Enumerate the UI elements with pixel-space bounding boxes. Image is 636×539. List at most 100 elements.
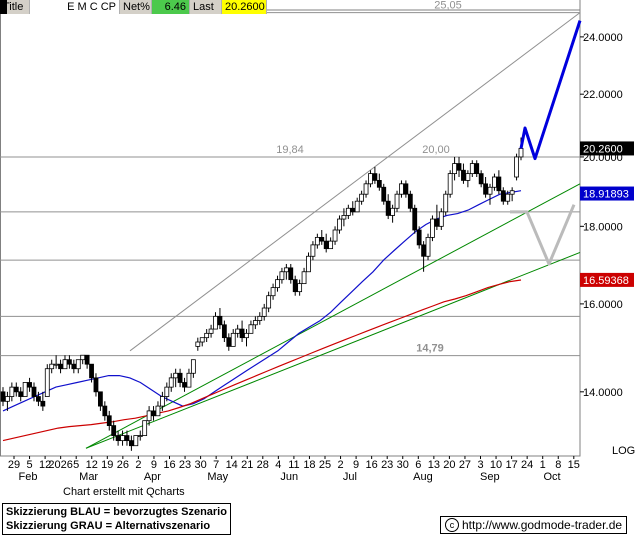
moving-average-line: [2, 279, 522, 442]
candle-body: [354, 200, 360, 213]
x-tick-label: 10: [490, 459, 502, 471]
candle-body: [5, 396, 10, 402]
y-tick-label: 22.0000: [583, 89, 623, 101]
candle-body: [323, 240, 329, 250]
x-tick-label: 2: [337, 459, 343, 471]
candle-body: [266, 295, 272, 309]
x-tick-label: 16: [163, 459, 175, 471]
candle-body: [500, 190, 506, 202]
price-labels: 20.2600 18.91893 16.59368: [580, 141, 634, 287]
candle-body: [456, 163, 462, 171]
price-label-text: 20.2600: [583, 143, 623, 155]
candle-body: [319, 236, 325, 242]
candle-body: [288, 267, 294, 281]
candle-body: [93, 377, 99, 393]
x-tick-label: 12: [86, 459, 98, 471]
x-tick-label: 9: [353, 459, 359, 471]
month-label: Apr: [144, 471, 161, 483]
candle-body: [204, 332, 210, 339]
candle-body: [0, 391, 6, 402]
x-tick-label: 28: [257, 459, 269, 471]
candle-body: [53, 363, 59, 366]
candle-body: [363, 183, 369, 195]
candle-body: [137, 435, 143, 437]
candle-body: [142, 420, 148, 436]
x-tick-label: 3: [477, 459, 483, 471]
level-label: 20,00: [422, 144, 450, 156]
candle-body: [492, 176, 497, 188]
y-tick-label: 16.0000: [583, 299, 623, 311]
candle-body: [31, 386, 37, 397]
x-tick-label: 5: [26, 459, 32, 471]
candle-body: [164, 386, 170, 397]
net-percent-value: 6.46: [152, 0, 190, 14]
candle-body: [430, 218, 435, 238]
x-tick-label: 14: [226, 459, 238, 471]
candle-body: [359, 193, 365, 202]
candle-body: [49, 363, 55, 370]
x-tick-label: 11: [288, 459, 299, 471]
month-label: Jun: [280, 471, 298, 483]
x-tick-label: 26: [117, 459, 129, 471]
candle-body: [75, 359, 81, 370]
x-tick-label: 7: [213, 459, 219, 471]
candle-body: [199, 337, 205, 343]
candle-body: [27, 382, 32, 388]
month-label: Feb: [19, 471, 38, 483]
price-label-box: [580, 141, 634, 156]
title-label[interactable]: Title: [0, 0, 30, 14]
symbol-name: E M C CP: [30, 0, 120, 14]
candle-body: [394, 193, 400, 209]
candle-body: [22, 382, 28, 397]
price-label-text: 18.91893: [583, 189, 629, 201]
candle-body: [438, 211, 444, 227]
candle-body: [399, 183, 404, 195]
candle-body: [9, 386, 15, 397]
candle-body: [244, 332, 249, 339]
candle-body: [98, 391, 103, 407]
candle-body: [177, 372, 183, 383]
scenario-sketches: [510, 20, 582, 266]
candle-body: [80, 354, 86, 361]
corner-marker: [0, 0, 7, 14]
candle-body: [226, 337, 232, 347]
trendline: [85, 251, 581, 449]
scenario-legend: Skizzierung BLAU = bevorzugtes Szenario …: [2, 503, 231, 535]
log-scale-label: LOG: [612, 445, 635, 457]
candle-body: [173, 372, 179, 379]
candle-body: [128, 440, 134, 447]
x-tick-label: 25: [319, 459, 331, 471]
candle-body: [474, 163, 480, 175]
x-tick-label: 1: [540, 459, 546, 471]
candle-body: [403, 183, 409, 195]
candle-body: [505, 193, 511, 202]
candle-body: [478, 173, 484, 185]
price-label-box: [580, 272, 634, 287]
x-tick-label: 29: [8, 459, 20, 471]
x-tick-label: 9: [151, 459, 157, 471]
source-url[interactable]: c http://www.godmode-trader.de: [440, 516, 628, 534]
month-label: Mar: [79, 471, 98, 483]
copyright-icon: c: [445, 518, 459, 532]
price-label-text: 16.59368: [583, 275, 629, 287]
y-axis: 14.000016.000018.000020.000022.000024.00…: [580, 32, 635, 457]
candle-body: [412, 207, 418, 231]
trendline: [85, 183, 581, 449]
x-tick-label: 19: [101, 459, 113, 471]
candle-body: [337, 218, 342, 231]
candle-body: [159, 396, 165, 407]
x-tick-label: 15: [568, 459, 580, 471]
x-tick-label: 23: [179, 459, 191, 471]
x-tick-label: 30: [194, 459, 206, 471]
url-text[interactable]: http://www.godmode-trader.de: [462, 518, 623, 532]
candle-body: [13, 386, 19, 393]
last-price-label: Last: [190, 0, 222, 14]
annotation-label: 19,84: [276, 144, 304, 156]
candle-body: [84, 354, 90, 365]
candle-body: [18, 391, 24, 397]
candle-body: [292, 279, 298, 293]
x-tick-label: 30: [397, 459, 409, 471]
candle-body: [368, 173, 373, 185]
candle-body: [381, 186, 387, 202]
